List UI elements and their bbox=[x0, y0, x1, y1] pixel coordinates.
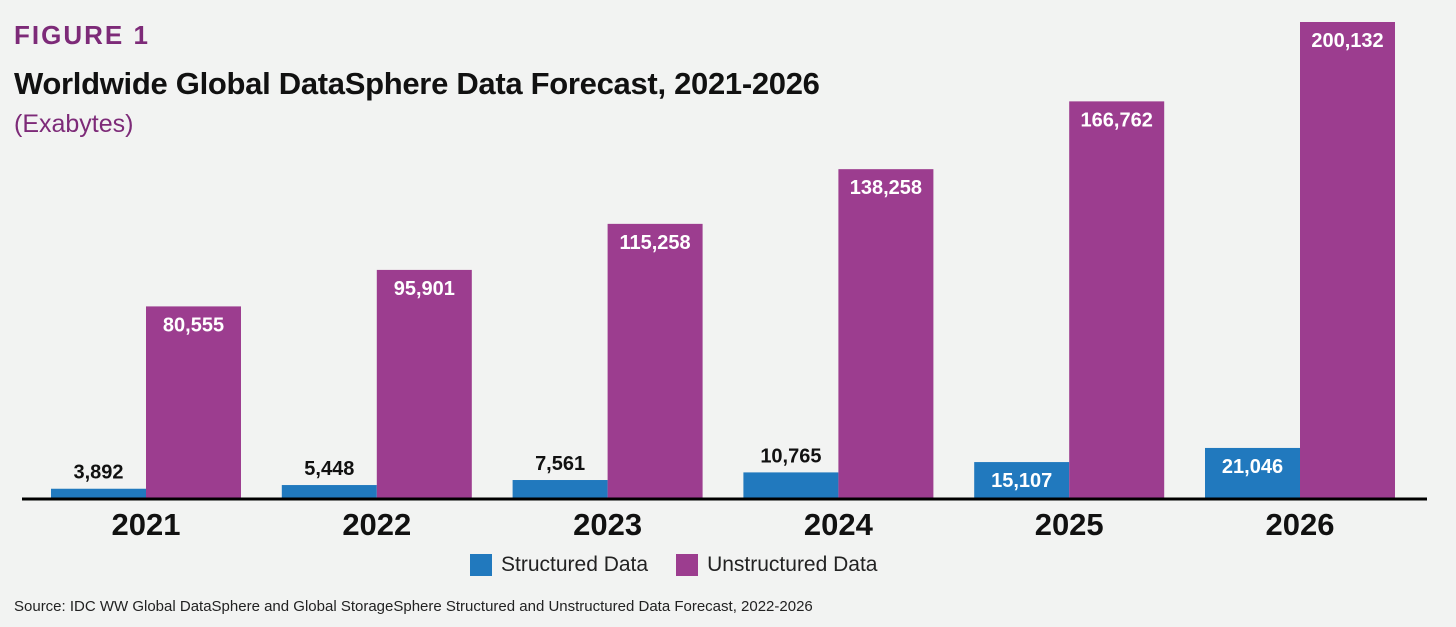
chart-title: Worldwide Global DataSphere Data Forecas… bbox=[14, 66, 820, 101]
chart-subtitle: (Exabytes) bbox=[14, 110, 134, 138]
data-label-structured-2024: 10,765 bbox=[760, 445, 821, 467]
bar-structured-2026 bbox=[1205, 447, 1300, 498]
legend-swatch-structured bbox=[470, 554, 492, 576]
bar-unstructured-2021 bbox=[146, 306, 241, 498]
bar-unstructured-2025 bbox=[1069, 101, 1165, 498]
data-label-unstructured-2022: 95,901 bbox=[394, 278, 455, 300]
data-label-structured-2025: 15,107 bbox=[991, 470, 1052, 492]
data-label-unstructured-2021: 80,555 bbox=[163, 314, 224, 336]
data-label-structured-2023: 7,561 bbox=[535, 453, 585, 475]
data-label-unstructured-2023: 115,258 bbox=[619, 232, 690, 254]
figure-label: FIGURE 1 bbox=[14, 20, 150, 50]
data-label-unstructured-2026: 200,132 bbox=[1311, 30, 1383, 52]
x-tick-label-2023: 2023 bbox=[573, 507, 642, 542]
legend-swatch-unstructured bbox=[676, 554, 699, 576]
x-tick-label-2022: 2022 bbox=[342, 507, 411, 542]
x-tick-label-2024: 2024 bbox=[804, 507, 874, 542]
bar-unstructured-2022 bbox=[376, 269, 472, 498]
bar-structured-2024 bbox=[743, 472, 839, 498]
bar-structured-2022 bbox=[281, 485, 377, 498]
bar-structured-2021 bbox=[51, 488, 146, 498]
data-label-unstructured-2025: 166,762 bbox=[1081, 109, 1153, 131]
bar-structured-2025 bbox=[974, 462, 1070, 498]
data-label-unstructured-2024: 138,258 bbox=[850, 177, 922, 199]
bar-unstructured-2024 bbox=[838, 169, 934, 498]
bar-unstructured-2026 bbox=[1300, 22, 1395, 498]
legend-item-structured: Structured Data bbox=[470, 553, 648, 577]
x-tick-label-2025: 2025 bbox=[1035, 507, 1104, 542]
x-tick-label-2021: 2021 bbox=[112, 507, 181, 542]
source-note: Source: IDC WW Global DataSphere and Glo… bbox=[14, 598, 813, 615]
data-label-structured-2026: 21,046 bbox=[1222, 456, 1283, 478]
bar-unstructured-2023 bbox=[607, 223, 703, 498]
legend: Structured Data Unstructured Data bbox=[470, 553, 906, 577]
bar-structured-2023 bbox=[512, 480, 608, 498]
legend-label-unstructured: Unstructured Data bbox=[707, 553, 878, 576]
data-label-structured-2021: 3,892 bbox=[73, 462, 123, 484]
legend-label-structured: Structured Data bbox=[501, 553, 649, 576]
data-label-structured-2022: 5,448 bbox=[304, 458, 354, 480]
x-tick-label-2026: 2026 bbox=[1266, 507, 1335, 542]
legend-item-unstructured: Unstructured Data bbox=[676, 553, 878, 577]
